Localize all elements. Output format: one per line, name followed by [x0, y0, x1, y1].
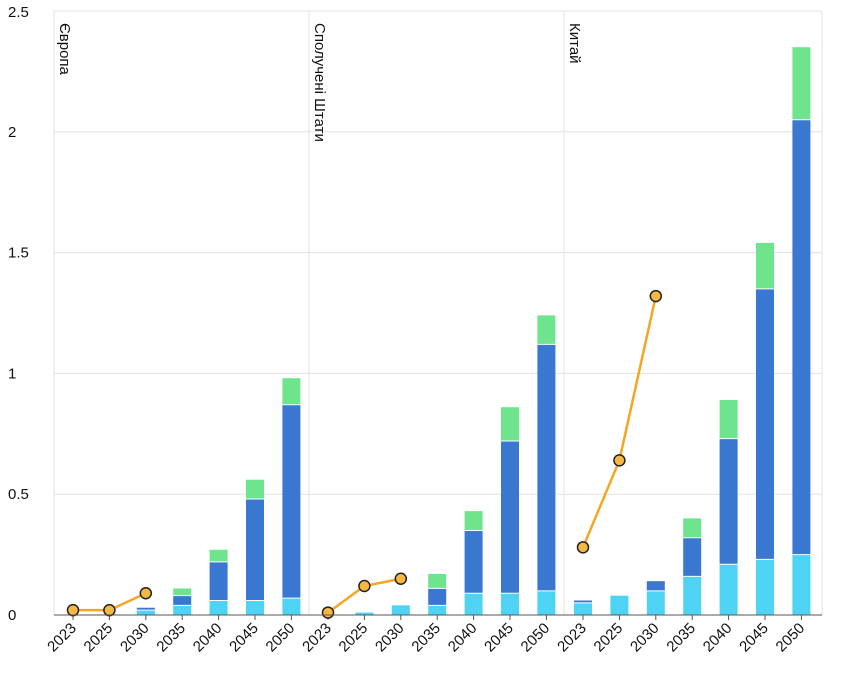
bar-segment: [391, 605, 410, 615]
bar-segment: [792, 119, 811, 555]
x-tick-label: 2035: [153, 620, 189, 656]
x-tick-label: 2030: [117, 620, 153, 656]
line-point: [358, 579, 371, 593]
x-tick-label: 2050: [773, 620, 809, 656]
bar-segment: [173, 588, 192, 596]
x-tick-label: 2050: [518, 620, 554, 656]
y-tick-label: 2.5: [8, 4, 29, 21]
bar-segment: [574, 600, 592, 603]
bar-segment: [246, 600, 264, 615]
line-point: [139, 587, 153, 600]
panel-label: Європа: [56, 23, 73, 76]
bar-segment: [282, 404, 301, 599]
panel-label: Китай: [566, 23, 583, 64]
bar-segment: [428, 573, 447, 589]
x-tick-label: 2025: [336, 620, 372, 656]
x-tick-label: 2040: [190, 620, 226, 656]
y-tick-label: 2: [8, 124, 16, 141]
bar-segment: [464, 530, 483, 594]
x-tick-label: 2050: [263, 620, 299, 656]
line-point: [576, 541, 590, 554]
bar-segment: [756, 559, 774, 615]
x-tick-label: 2045: [736, 620, 772, 656]
bar-segment: [246, 499, 264, 601]
bar-segment: [756, 242, 774, 289]
bar-segment: [792, 554, 811, 615]
bar-segment: [136, 607, 155, 611]
bar-segment: [683, 576, 702, 615]
bar-segment: [646, 581, 665, 591]
bar-segment: [537, 315, 556, 345]
bar-segment: [136, 610, 155, 615]
bar-segment: [719, 438, 738, 565]
bar-segment: [501, 407, 519, 442]
bar-segment: [756, 288, 774, 560]
x-tick-label: 2040: [700, 620, 736, 656]
x-tick-label: 2023: [554, 620, 590, 656]
x-tick-label: 2045: [481, 620, 517, 656]
y-tick-label: 0.5: [8, 486, 29, 503]
series-line: [581, 295, 658, 548]
bar-segment: [537, 344, 556, 591]
x-tick-label: 2040: [445, 620, 481, 656]
x-tick-label: 2023: [299, 620, 335, 656]
line-point: [321, 606, 335, 619]
bar-segment: [464, 593, 483, 615]
x-tick-label: 2030: [372, 620, 408, 656]
bar-segment: [428, 588, 447, 606]
x-tick-label: 2025: [81, 620, 117, 656]
bar-segment: [173, 595, 192, 606]
x-tick-label: 2035: [408, 620, 444, 656]
bar-segment: [246, 479, 264, 500]
bar-segment: [173, 605, 192, 615]
bar-segment: [428, 605, 447, 615]
y-tick-label: 0: [8, 607, 16, 624]
bar-segment: [792, 47, 811, 120]
x-tick-label: 2030: [627, 620, 663, 656]
bar-segment: [537, 590, 556, 615]
bar-segment: [209, 549, 228, 562]
line-point: [66, 603, 80, 617]
bar-segment: [683, 537, 702, 577]
x-tick-label: 2023: [44, 620, 80, 656]
bar-segment: [646, 590, 665, 615]
bar-segment: [683, 518, 702, 538]
bar-segment: [501, 593, 519, 615]
bar-segment: [282, 598, 301, 615]
bar-segment: [501, 441, 519, 594]
bar-segment: [209, 561, 228, 601]
line-point: [394, 572, 408, 586]
panel-label: Сполучені Штати: [311, 23, 328, 142]
x-tick-label: 2035: [663, 620, 699, 656]
y-tick-label: 1.5: [8, 245, 29, 262]
bar-segment: [610, 595, 629, 615]
line-point: [103, 603, 116, 617]
x-tick-label: 2025: [591, 620, 627, 656]
bar-segment: [719, 564, 738, 615]
bar-segment: [464, 511, 483, 531]
bar-segment: [355, 612, 374, 615]
line-point: [649, 289, 663, 303]
bar-segment: [209, 600, 228, 615]
bar-segment: [719, 399, 738, 439]
bar-segment: [574, 602, 592, 615]
y-tick-label: 1: [8, 365, 16, 382]
line-point: [613, 454, 626, 467]
x-tick-label: 2045: [226, 620, 262, 656]
bar-segment: [282, 378, 301, 405]
